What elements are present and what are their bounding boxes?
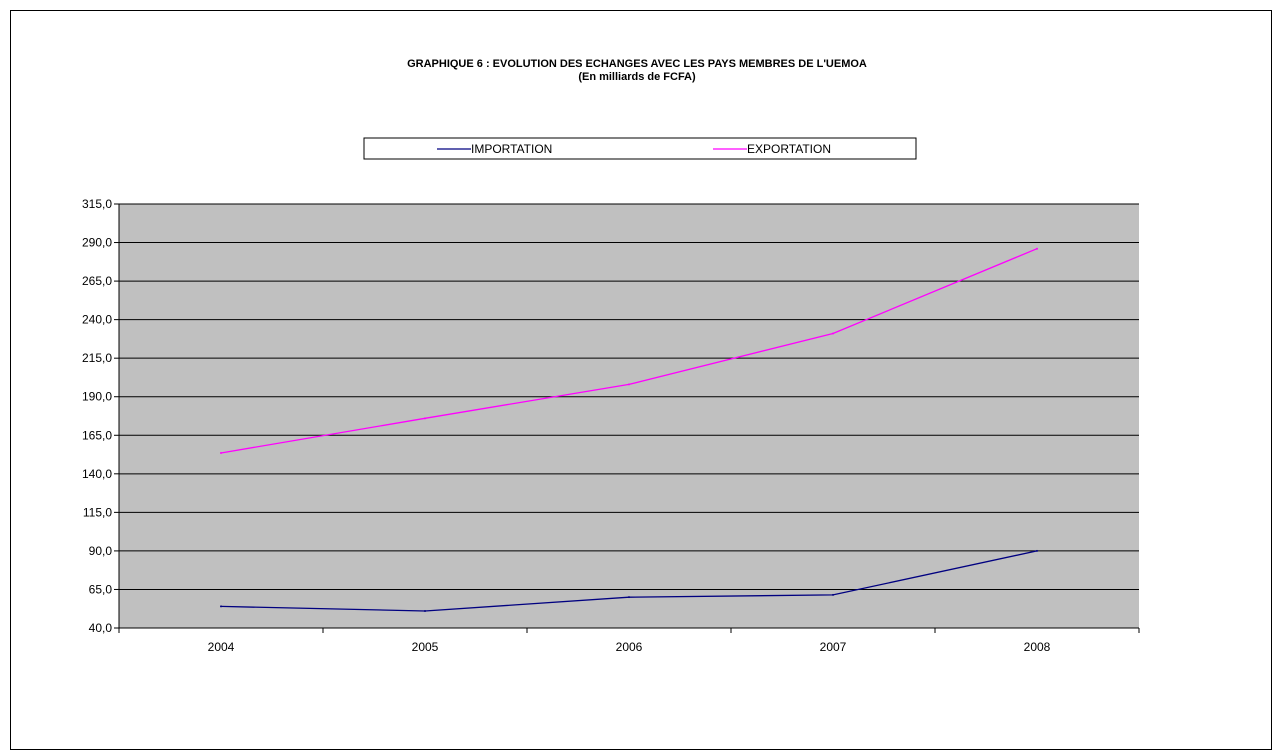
y-tick-label: 215,0 <box>82 351 112 365</box>
x-tick-label: 2007 <box>820 640 847 654</box>
x-tick-label: 2006 <box>616 640 643 654</box>
y-tick-label: 240,0 <box>82 313 112 327</box>
data-point-exportation <box>424 417 426 420</box>
y-tick-label: 190,0 <box>82 390 112 404</box>
plot-background <box>119 204 1139 628</box>
y-tick-label: 115,0 <box>83 505 112 519</box>
x-tick-label: 2004 <box>208 640 235 654</box>
legend-label-importation: IMPORTATION <box>471 142 552 156</box>
data-point-importation <box>1036 549 1038 552</box>
y-tick-label: 290,0 <box>82 236 112 250</box>
data-point-importation <box>220 605 222 608</box>
data-point-exportation <box>220 452 222 455</box>
data-point-exportation <box>832 332 834 335</box>
legend: IMPORTATION EXPORTATION <box>363 137 917 160</box>
data-point-importation <box>832 593 834 596</box>
chart-subtitle: (En milliards de FCFA) <box>578 71 696 83</box>
y-tick-label: 40,0 <box>89 621 113 635</box>
data-point-exportation <box>628 383 630 386</box>
chart-title: GRAPHIQUE 6 : EVOLUTION DES ECHANGES AVE… <box>407 58 867 70</box>
plot-area: 40,0 65,0 90,0 115,0 140,0 165,0 190,0 215,0 240… <box>82 197 1140 654</box>
x-tick-label: 2005 <box>412 640 439 654</box>
legend-label-exportation: EXPORTATION <box>747 142 831 156</box>
y-tick-label: 65,0 <box>89 582 113 596</box>
y-tick-label: 140,0 <box>82 467 112 481</box>
y-tick-label: 265,0 <box>82 274 112 288</box>
data-point-importation <box>628 596 630 599</box>
x-tick-label: 2008 <box>1024 640 1051 654</box>
legend-box <box>363 137 917 160</box>
data-point-exportation <box>1036 247 1038 250</box>
y-tick-label: 315,0 <box>82 197 112 211</box>
y-tick-label: 165,0 <box>82 428 112 442</box>
data-point-importation <box>424 610 426 613</box>
y-tick-label: 90,0 <box>89 544 113 558</box>
